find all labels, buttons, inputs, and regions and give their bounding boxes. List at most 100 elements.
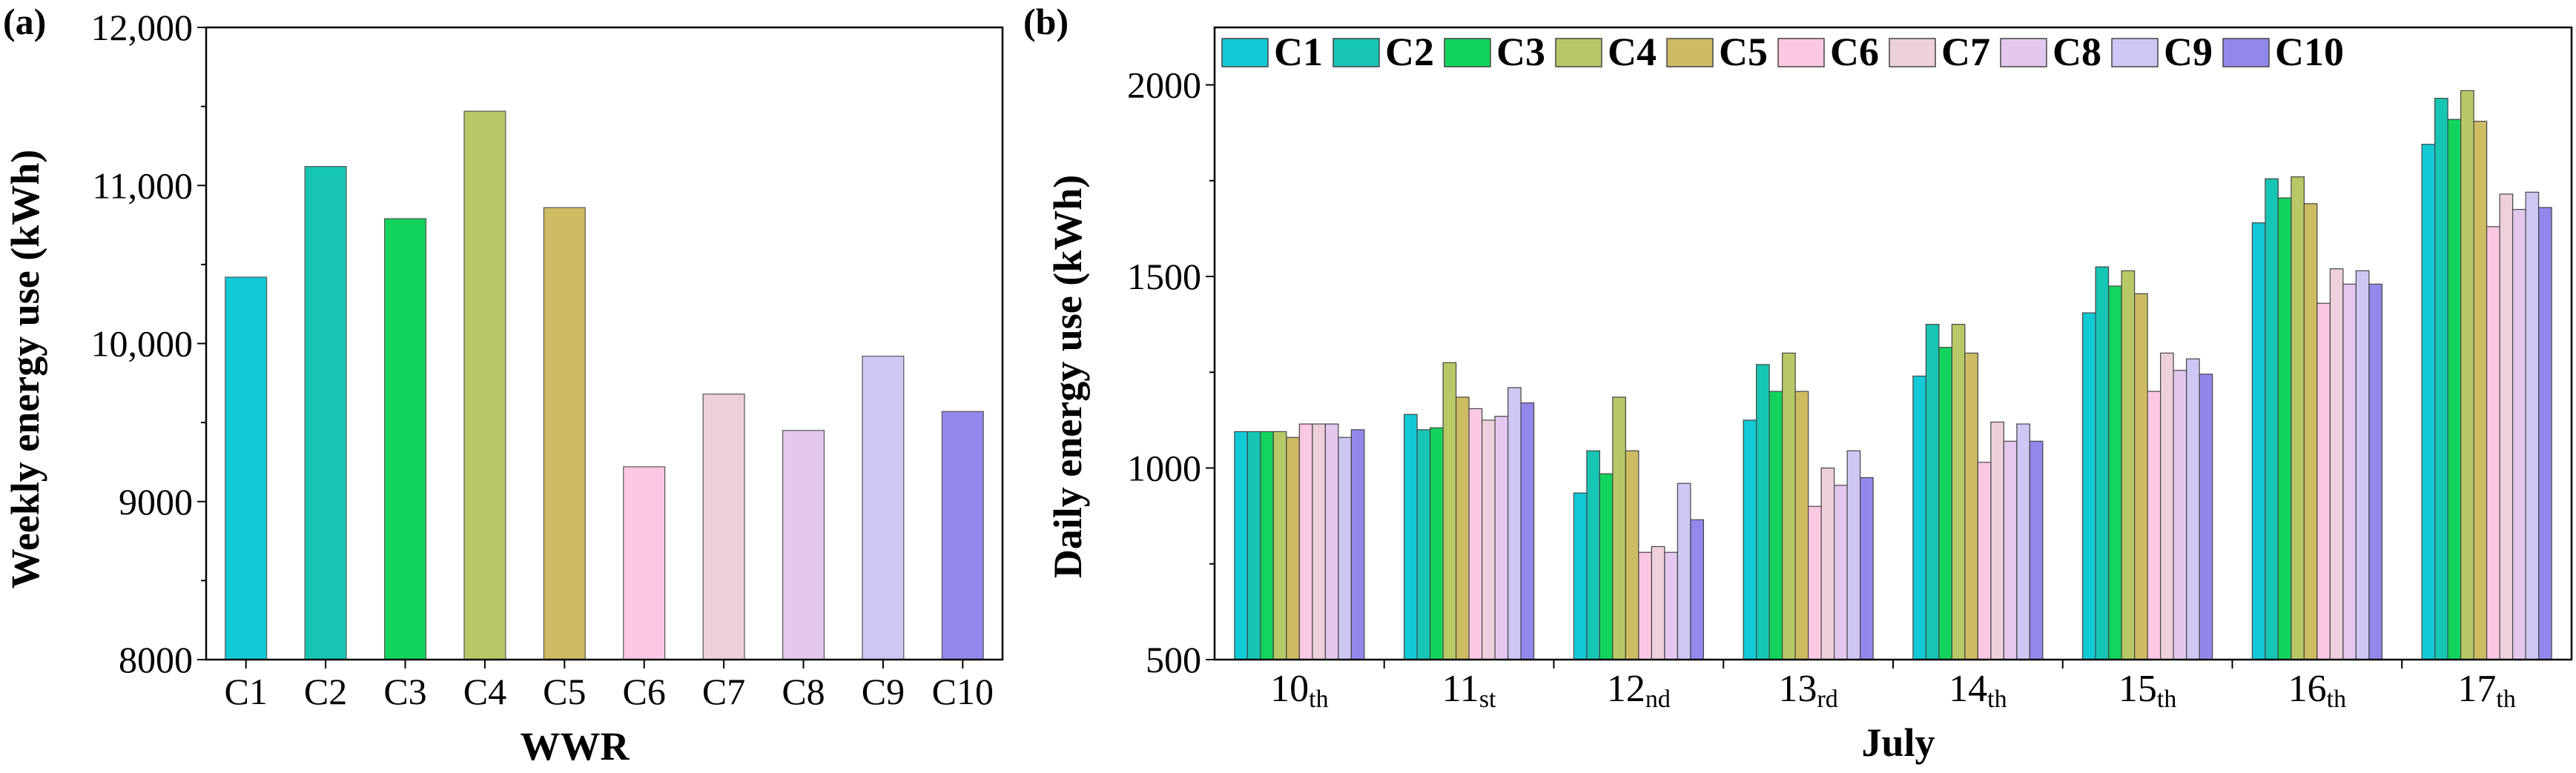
- chart-b-y-tick-label: 1000: [1127, 448, 1201, 489]
- chart-b-y-axis-title: Daily energy use (kWh): [1046, 175, 1090, 578]
- chart-b-bar-c4-day-12: [1612, 397, 1626, 660]
- chart-a-y-tick-label: 11,000: [92, 165, 193, 206]
- chart-a-bar-c2: [304, 166, 347, 660]
- chart-b-bar-c6-day-16: [2316, 302, 2331, 660]
- chart-b-bar-c4-day-15: [2121, 270, 2136, 660]
- chart-b-bar-c6-day-13: [1808, 505, 1822, 660]
- chart-b-bar-c9-day-17: [2525, 191, 2540, 660]
- chart-b-bar-c6-day-11: [1468, 408, 1483, 660]
- chart-a-x-tick-label: C8: [782, 671, 825, 712]
- chart-a-x-tick-label: C6: [623, 671, 666, 712]
- chart-b-bar-c2-day-11: [1416, 429, 1431, 660]
- chart-b-bar-c7-day-15: [2160, 352, 2174, 660]
- chart-b-bar-c3-day-12: [1599, 473, 1614, 660]
- chart-b-bar-c2-day-17: [2434, 98, 2448, 660]
- legend-label-c8: C8: [2052, 30, 2101, 74]
- chart-b-bar-c8-day-16: [2342, 283, 2357, 660]
- chart-b-bar-c4-day-13: [1782, 352, 1796, 660]
- chart-a-weekly-energy: (a) Weekly energy use (kWh) WWR C1 C2 C3 C4…: [3, 1, 1004, 769]
- chart-a-y-tick-label: 9000: [119, 481, 193, 522]
- chart-b-bar-c9-day-14: [2016, 423, 2030, 660]
- chart-b-bar-c6-day-14: [1977, 462, 1992, 660]
- chart-b-bar-c10-day-13: [1860, 477, 1874, 660]
- chart-b-bar-c8-day-15: [2173, 370, 2187, 660]
- chart-b-bar-c8-day-10: [1324, 423, 1339, 660]
- chart-b-bar-c6-day-15: [2147, 391, 2161, 660]
- chart-b-bar-c4-day-10: [1272, 431, 1287, 660]
- chart-b-bar-c7-day-14: [1990, 421, 2004, 660]
- legend-label-c7: C7: [1941, 30, 1990, 74]
- chart-b-bar-c7-day-11: [1482, 419, 1496, 660]
- chart-b-bar-c4-day-17: [2460, 90, 2474, 660]
- chart-b-bar-c3-day-13: [1768, 391, 1783, 660]
- chart-b-y-tick-label: 1500: [1127, 256, 1201, 297]
- legend-swatch-c6: [1777, 38, 1825, 67]
- chart-a-x-tick-label: C4: [463, 671, 506, 712]
- chart-b-bar-c5-day-12: [1625, 450, 1639, 660]
- chart-b-bar-c3-day-15: [2108, 285, 2122, 660]
- chart-a-x-tick-label: C2: [304, 671, 347, 712]
- chart-b-bar-c3-day-11: [1430, 427, 1444, 660]
- chart-b-bar-c5-day-11: [1456, 397, 1470, 660]
- chart-b-bar-c1-day-13: [1743, 419, 1757, 660]
- chart-b-bar-c2-day-16: [2265, 178, 2279, 660]
- legend-swatch-c5: [1666, 38, 1714, 67]
- chart-b-bar-c10-day-17: [2538, 207, 2552, 660]
- legend-swatch-c9: [2111, 38, 2159, 67]
- chart-b-bar-c7-day-10: [1312, 423, 1326, 660]
- chart-b-bar-c3-day-16: [2277, 197, 2292, 660]
- chart-b-bar-c9-day-16: [2355, 270, 2370, 660]
- chart-a-axes: C1 C2 C3 C4 C5 C6 C7 C8 C9 C10 8000 9000 10,000 11,00…: [91, 7, 1004, 712]
- chart-b-bar-c1-day-16: [2251, 222, 2266, 660]
- chart-b-bar-c5-day-14: [1964, 352, 1978, 660]
- chart-b-bar-c1-day-15: [2082, 312, 2096, 660]
- legend-label-c9: C9: [2164, 30, 2213, 74]
- legend-swatch-c7: [1889, 38, 1936, 67]
- chart-a-y-tick-label: 12,000: [91, 7, 194, 48]
- chart-b-bar-c1-day-12: [1573, 492, 1588, 660]
- chart-b-daily-energy: (b) Daily energy use (kWh) July 10th 11st…: [1023, 1, 2573, 765]
- chart-b-bar-c4-day-16: [2291, 176, 2305, 660]
- chart-b-x-axis-title: July: [1861, 720, 1935, 765]
- chart-a-y-tick-label: 10,000: [91, 323, 194, 365]
- legend-label-c5: C5: [1719, 30, 1768, 74]
- chart-b-axes: 10th 11st 12nd 13rd 14th 15th 16th 17th 500 1000 1…: [1127, 26, 2573, 713]
- chart-a-y-axis-title: Weekly energy use (kWh): [3, 150, 47, 588]
- legend-swatch-c2: [1332, 38, 1380, 67]
- legend-swatch-c3: [1444, 38, 1491, 67]
- legend-label-c2: C2: [1385, 30, 1434, 74]
- chart-b-bar-c8-day-17: [2512, 208, 2526, 660]
- legend-swatch-c10: [2222, 38, 2270, 67]
- chart-b-bar-c10-day-10: [1350, 429, 1365, 660]
- chart-b-x-tick-label: 11st: [1442, 668, 1496, 713]
- chart-b-bar-c5-day-17: [2473, 121, 2488, 660]
- chart-b-x-tick-label: 17th: [2457, 668, 2515, 713]
- chart-b-x-tick-label: 13rd: [1778, 668, 1837, 713]
- chart-b-bar-c7-day-13: [1820, 467, 1835, 660]
- chart-b-bar-c6-day-10: [1298, 423, 1313, 660]
- chart-b-bar-c3-day-14: [1938, 347, 1952, 660]
- chart-b-bar-c4-day-11: [1442, 362, 1457, 660]
- chart-b-bar-c9-day-10: [1338, 437, 1352, 660]
- chart-b-bar-c8-day-13: [1834, 485, 1848, 660]
- chart-b-bar-c8-day-11: [1494, 416, 1509, 660]
- chart-a-y-tick-label: 8000: [119, 639, 193, 680]
- chart-b-bar-c2-day-14: [1925, 324, 1940, 660]
- chart-b-bar-c8-day-14: [2003, 440, 2018, 660]
- chart-b-bar-c5-day-13: [1794, 391, 1809, 660]
- chart-b-y-tick-label: 2000: [1127, 64, 1201, 106]
- chart-a-bar-c1: [225, 276, 268, 660]
- chart-b-bar-c6-day-17: [2486, 226, 2500, 660]
- chart-b-bar-c1-day-14: [1912, 375, 1926, 660]
- panel-label-a: (a): [3, 1, 46, 42]
- chart-b-bar-c7-day-17: [2499, 193, 2514, 660]
- chart-b-bar-c7-day-16: [2329, 268, 2344, 660]
- chart-a-x-tick-label: C5: [543, 671, 586, 712]
- chart-b-bar-c7-day-12: [1651, 545, 1665, 660]
- legend-label-c10: C10: [2275, 30, 2344, 74]
- chart-b-bars: [1234, 90, 2552, 660]
- chart-b-legend: C1 C2 C3 C4 C5 C6 C7 C8 C9 C10: [1221, 30, 2344, 74]
- chart-b-bar-c1-day-17: [2421, 144, 2436, 660]
- chart-b-bar-c5-day-10: [1286, 437, 1300, 660]
